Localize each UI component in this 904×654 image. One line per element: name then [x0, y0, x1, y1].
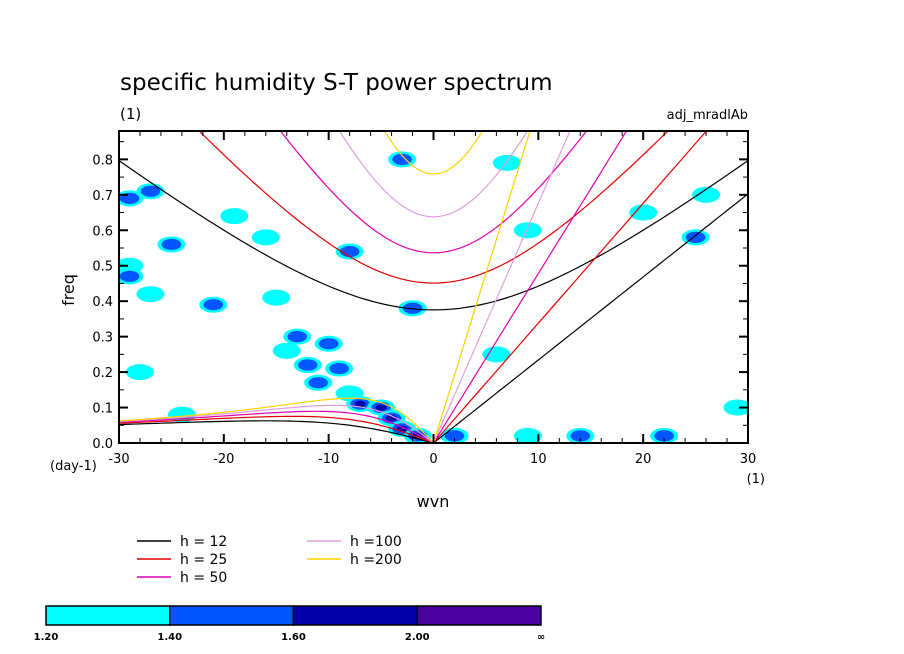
- contour-blob: [140, 185, 161, 197]
- contour-blob: [251, 229, 280, 246]
- y-tick-label: 0.5: [92, 260, 113, 275]
- contour-blob: [339, 245, 360, 258]
- y-tick-label: 0.8: [92, 153, 113, 168]
- legend-label: h = 12: [180, 534, 227, 550]
- colorbar-label: 2.00: [405, 632, 430, 643]
- contour-blob: [318, 338, 339, 350]
- colorbar-swatch: [292, 605, 418, 626]
- x-tick-label: -20: [213, 452, 234, 467]
- y-tick-label: 0.2: [92, 366, 113, 381]
- y-axis-label: freq: [59, 274, 78, 306]
- x-tick-label: 0: [429, 452, 437, 467]
- x-tick-label: -30: [108, 452, 129, 467]
- contour-blob: [570, 430, 591, 442]
- contour-blob: [308, 377, 328, 389]
- contour-blob: [685, 231, 706, 243]
- contour-blob: [723, 399, 748, 416]
- contour-blob: [513, 222, 542, 239]
- contour-blob: [125, 364, 154, 381]
- rossby-wave-curve: [119, 420, 434, 443]
- contour-blob: [119, 270, 140, 282]
- chart-subtitle-right: adj_mradlAb: [667, 108, 748, 123]
- y-unit-label: (day-1): [50, 459, 97, 474]
- contour-blob: [385, 414, 398, 422]
- colorbar-label: 1.60: [281, 632, 306, 643]
- colorbar-swatch: [45, 605, 171, 626]
- contour-blob: [262, 289, 291, 306]
- inertia-gravity-wave-curve: [198, 131, 669, 284]
- inertia-gravity-wave-curve: [279, 131, 588, 254]
- x-tick-label: 30: [740, 452, 757, 467]
- colorbar-label: 1.20: [34, 632, 59, 643]
- x-axis-label: wvn: [417, 492, 450, 511]
- legend: h = 12 h = 25 h = 50 h =100 h =200: [137, 534, 402, 586]
- kelvin-wave-curve: [433, 131, 708, 443]
- x-tick-label: 10: [530, 452, 547, 467]
- kelvin-wave-curve: [432, 131, 628, 443]
- contour-blob: [482, 346, 511, 363]
- rossby-wave-curve: [119, 415, 434, 443]
- y-tick-label: 0.0: [92, 437, 113, 452]
- contour-blob: [654, 430, 674, 442]
- kelvin-wave-curve: [433, 193, 748, 443]
- contour-blob: [692, 186, 721, 203]
- legend-label: h = 50: [180, 570, 227, 586]
- contour-blob: [513, 427, 542, 443]
- y-tick-label: 0.7: [92, 189, 113, 204]
- legend-label: h = 25: [180, 552, 227, 568]
- y-tick-label: 0.4: [92, 295, 113, 310]
- contour-blob: [400, 428, 404, 430]
- colorbar-swatch: [169, 605, 295, 626]
- y-axis: 0.0 0.1 0.2 0.3 0.4 0.5 0.6 0.7 0.8: [92, 141, 748, 452]
- contour-blob: [203, 299, 224, 311]
- colorbar-label: 1.40: [157, 632, 182, 643]
- inertia-gravity-wave-curve: [338, 131, 529, 218]
- contour-blob: [329, 362, 349, 375]
- contour-blob: [392, 153, 412, 165]
- legend-label: h =100: [350, 534, 402, 550]
- colorbar-swatch: [416, 605, 542, 626]
- inertia-gravity-wave-curve: [119, 160, 748, 311]
- contour-blob: [444, 430, 465, 442]
- plot-frame: [118, 130, 749, 444]
- rossby-wave-curve: [119, 397, 434, 443]
- contour-blob: [492, 154, 521, 171]
- contour-blob: [354, 400, 366, 408]
- kelvin-wave-curve: [432, 131, 531, 443]
- chart-title: specific humidity S-T power spectrum: [120, 70, 552, 96]
- x-axis: -30 -20 -10 0 10 20 30: [108, 131, 756, 467]
- x-tick-label: -10: [318, 452, 339, 467]
- rossby-wave-curve: [119, 404, 434, 443]
- contour-blob: [287, 331, 308, 343]
- contour-blob: [220, 208, 249, 225]
- inertia-gravity-wave-curve: [383, 131, 484, 175]
- contour-fill-layer: [119, 151, 748, 443]
- legend-label: h =200: [350, 552, 402, 568]
- rossby-wave-curve: [119, 410, 434, 443]
- contour-blob: [161, 238, 182, 251]
- chart-subtitle-left: (1): [120, 105, 141, 123]
- y-tick-label: 0.3: [92, 331, 113, 346]
- y-tick-label: 0.1: [92, 402, 113, 417]
- colorbar-label: ∞: [537, 632, 545, 643]
- contour-blob: [629, 204, 658, 221]
- x-tick-label: 20: [635, 452, 652, 467]
- y-tick-label: 0.6: [92, 224, 113, 239]
- dispersion-curves-layer: [119, 131, 748, 443]
- contour-blob: [136, 286, 165, 303]
- kelvin-wave-curve: [432, 131, 571, 443]
- contour-blob: [375, 404, 387, 411]
- contour-blob: [297, 359, 318, 371]
- x-unit-label: (1): [747, 472, 765, 487]
- contour-blob: [272, 342, 301, 359]
- colorbar: 1.20 1.40 1.60 2.00 ∞: [34, 605, 545, 643]
